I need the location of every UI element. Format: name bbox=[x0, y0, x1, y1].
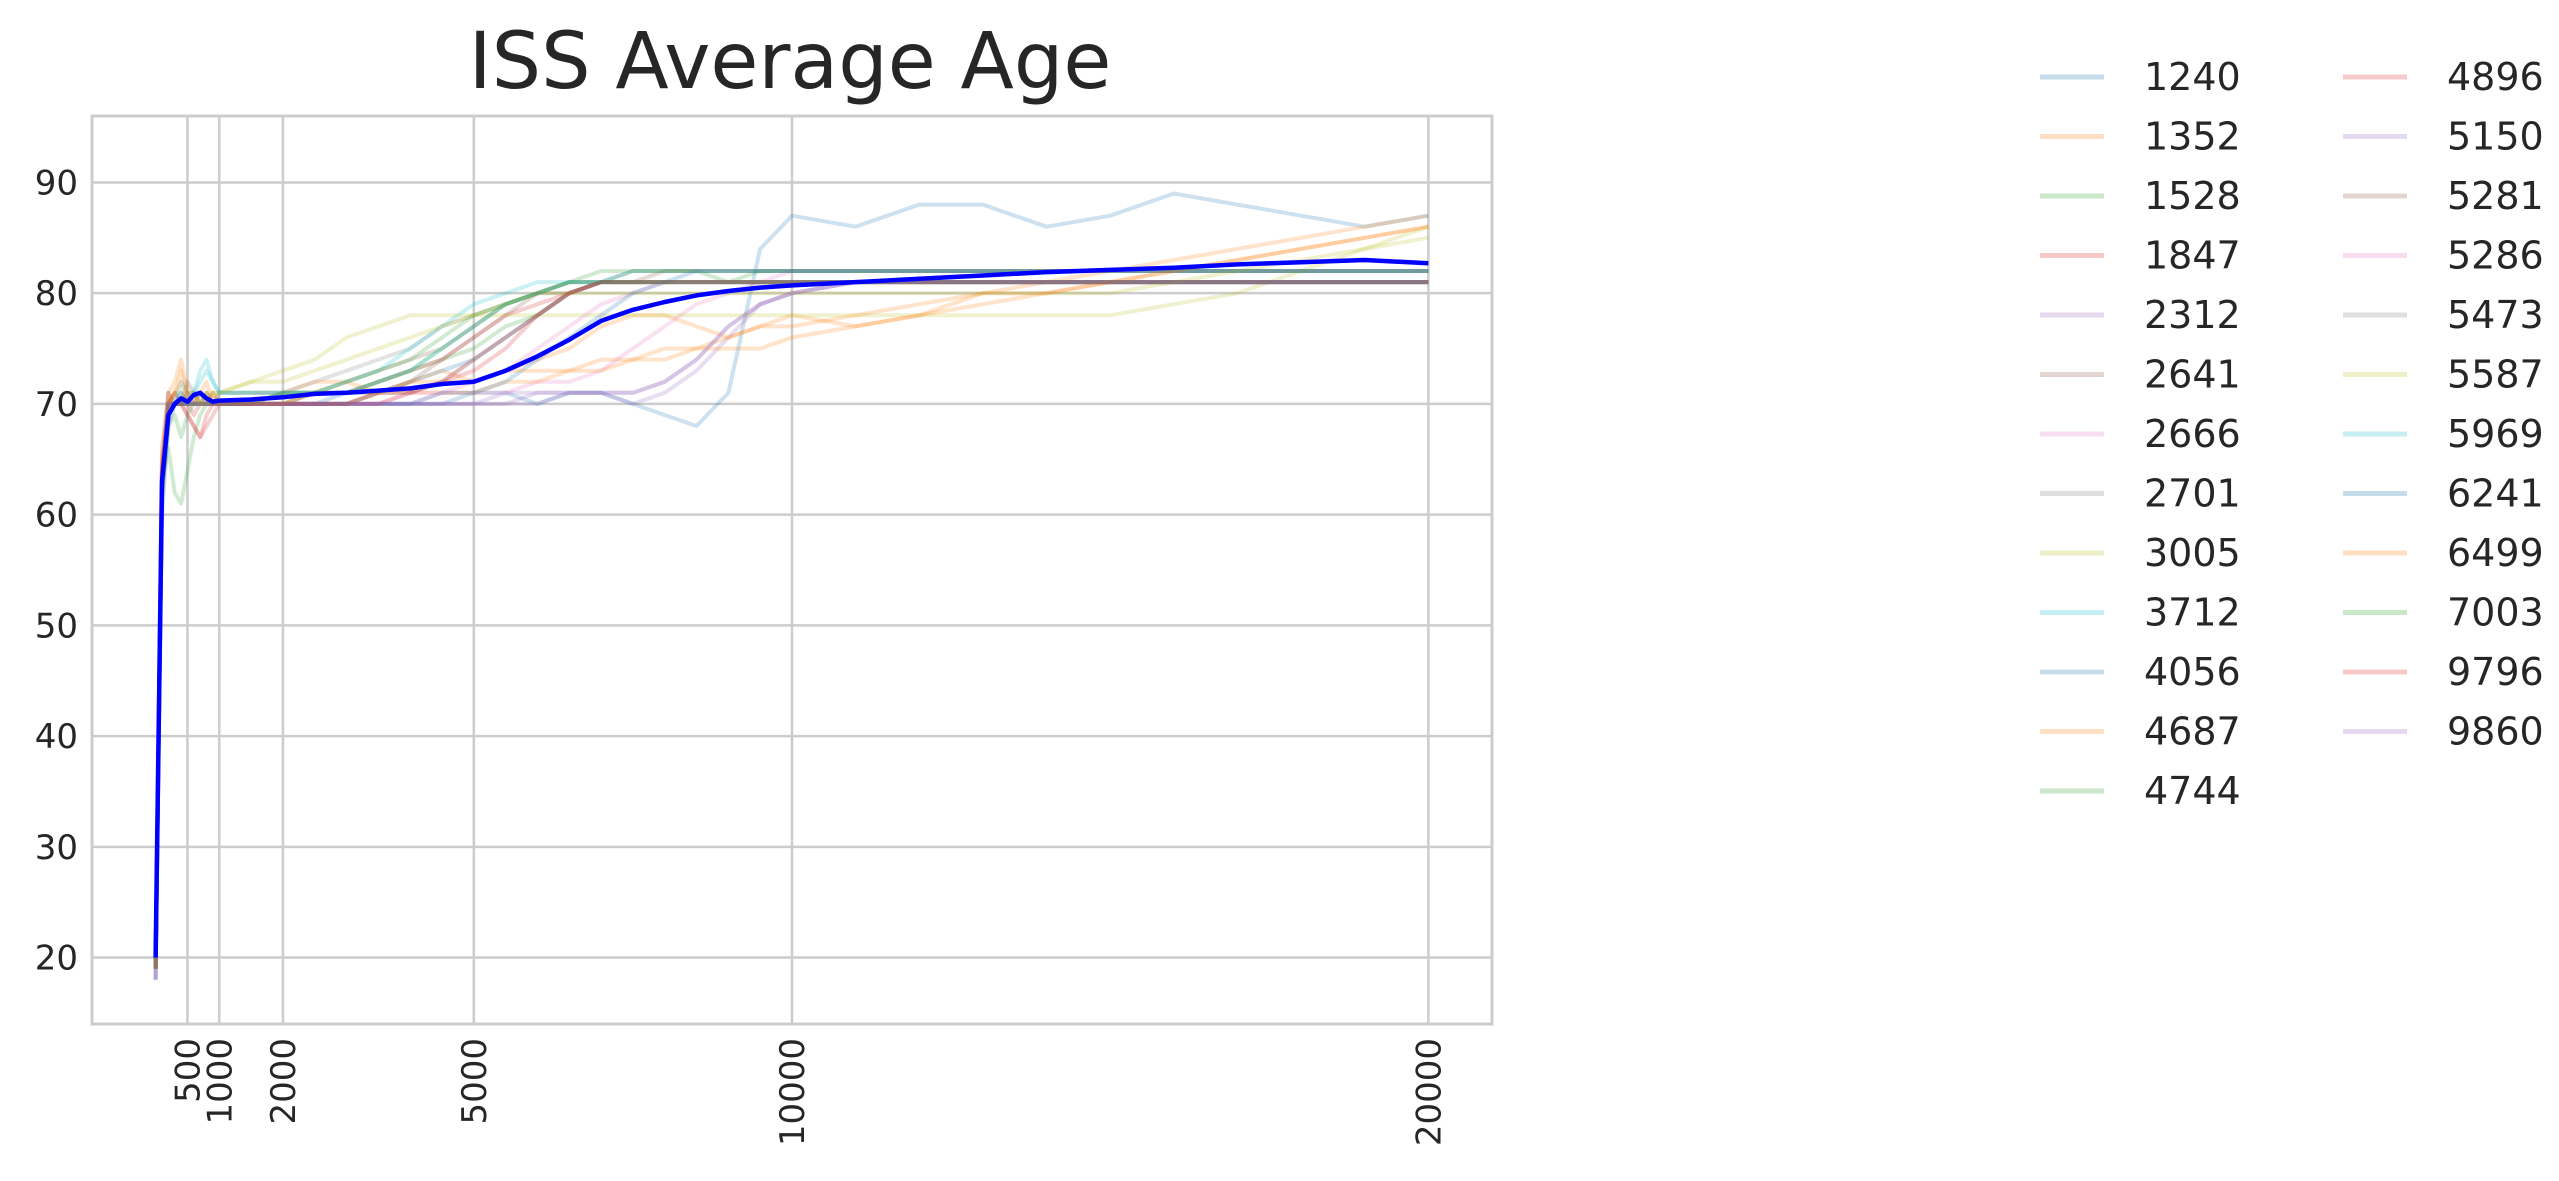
legend-label-4744: 4744 bbox=[2144, 769, 2241, 813]
legend-label-2641: 2641 bbox=[2144, 353, 2241, 397]
y-tick-label: 20 bbox=[35, 939, 78, 979]
series-line-9860 bbox=[153, 280, 1429, 980]
legend-label-9860: 9860 bbox=[2447, 710, 2544, 754]
legend-label-9796: 9796 bbox=[2447, 650, 2544, 694]
chart-title: ISS Average Age bbox=[469, 17, 1112, 107]
legend-label-7003: 7003 bbox=[2447, 591, 2544, 635]
x-tick-label: 2000 bbox=[264, 1038, 304, 1125]
series-line-3712 bbox=[153, 280, 1429, 969]
series-line-5473 bbox=[153, 280, 1429, 969]
legend-label-6241: 6241 bbox=[2447, 472, 2544, 516]
legend-label-2312: 2312 bbox=[2144, 293, 2241, 337]
y-tick-label: 70 bbox=[35, 385, 78, 425]
legend-label-5587: 5587 bbox=[2447, 353, 2544, 397]
legend-label-5969: 5969 bbox=[2447, 412, 2544, 456]
y-tick-label: 30 bbox=[35, 828, 78, 868]
series-line-3005 bbox=[153, 224, 1430, 958]
x-tick-label: 1000 bbox=[200, 1038, 240, 1125]
y-tick-label: 80 bbox=[35, 274, 78, 314]
series-line-7003 bbox=[153, 280, 1429, 969]
y-tick-label: 50 bbox=[35, 606, 78, 646]
legend-label-5281: 5281 bbox=[2447, 174, 2544, 218]
series-line-4896 bbox=[153, 280, 1429, 969]
y-axis-ticks: 20 30 40 50 60 70 80 90 bbox=[35, 163, 78, 978]
x-tick-label: 20000 bbox=[1409, 1038, 1449, 1146]
series-line-5969 bbox=[153, 280, 1429, 969]
legend: 1240 1352 1528 1847 2312 2641 2666 2701 3005 3712… bbox=[2040, 55, 2544, 813]
grid bbox=[92, 116, 1492, 1024]
x-tick-label: 10000 bbox=[773, 1038, 813, 1146]
legend-label-1352: 1352 bbox=[2144, 115, 2241, 159]
legend-label-4056: 4056 bbox=[2144, 650, 2241, 694]
plot-frame bbox=[90, 114, 1494, 1026]
legend-label-3005: 3005 bbox=[2144, 531, 2241, 575]
legend-label-2701: 2701 bbox=[2144, 472, 2241, 516]
legend-label-1847: 1847 bbox=[2144, 234, 2241, 278]
legend-label-1240: 1240 bbox=[2144, 55, 2241, 99]
legend-label-4896: 4896 bbox=[2447, 55, 2544, 99]
y-tick-label: 90 bbox=[35, 163, 78, 203]
series-line-5281 bbox=[153, 280, 1429, 969]
x-tick-label: 5000 bbox=[455, 1038, 495, 1125]
series-line-2312 bbox=[153, 280, 1429, 980]
legend-label-5150: 5150 bbox=[2447, 115, 2544, 159]
x-tick-label: 500 bbox=[168, 1038, 208, 1103]
legend-label-4687: 4687 bbox=[2144, 710, 2241, 754]
series-line-1847 bbox=[153, 280, 1429, 969]
series-line-5150 bbox=[153, 280, 1429, 980]
legend-label-2666: 2666 bbox=[2144, 412, 2241, 456]
mean-series bbox=[153, 257, 1429, 958]
y-tick-label: 60 bbox=[35, 496, 78, 536]
legend-label-6499: 6499 bbox=[2447, 531, 2544, 575]
mean-series-line bbox=[153, 257, 1429, 958]
series-line-9796 bbox=[153, 280, 1429, 969]
legend-label-1528: 1528 bbox=[2144, 174, 2241, 218]
y-tick-label: 40 bbox=[35, 717, 78, 757]
legend-label-3712: 3712 bbox=[2144, 591, 2241, 635]
series-line-1240 bbox=[153, 191, 1429, 980]
legend-label-5473: 5473 bbox=[2447, 293, 2544, 337]
legend-label-5286: 5286 bbox=[2447, 234, 2544, 278]
